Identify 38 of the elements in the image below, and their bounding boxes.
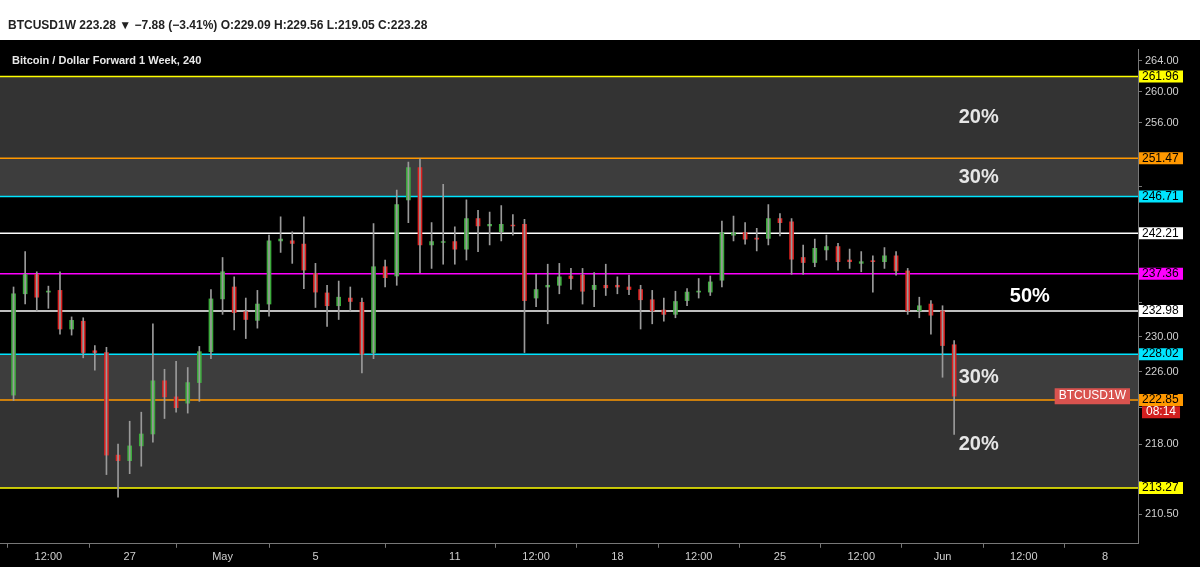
y-tick-label: 226.00 [1145,364,1179,377]
x-tick-label: 12:00 [684,550,713,563]
ref-line-label: 228.02 [1142,346,1180,361]
band-label: 30% [958,364,999,387]
chart-title: Bitcoin / Dollar Forward 1 Week, 240 [12,54,202,66]
x-tick-label: 12:00 [1010,550,1038,563]
chart-subtitle: BTCUSD1W 223.28 ▼ −7.88 (−3.41%) O:229.09 H:229.56 L:219.05 C:223.28 [8,18,428,32]
y-tick-label: 256.00 [1145,115,1179,128]
x-tick-label: 25 [773,550,787,563]
annotation: BTCUSD1W [1058,388,1127,403]
x-tick-label: 12:00 [34,550,63,563]
x-tick-label: 18 [611,550,624,563]
x-tick-label: 12:00 [522,550,550,563]
x-tick-label: 8 [1102,550,1109,563]
ref-line-label: 242.21 [1142,225,1180,240]
y-tick-label: 230.00 [1145,329,1179,342]
x-tick-label: May [212,550,234,563]
band-label: 30% [958,164,999,187]
band-label: 20% [958,431,999,454]
ref-line-label: 232.98 [1142,303,1180,318]
ref-line-label: 237.36 [1142,266,1180,281]
x-tick-label: 12:00 [847,550,876,563]
y-tick-label: 260.00 [1145,84,1179,97]
x-tick-label: Jun [933,550,952,563]
x-tick-label: 5 [312,550,319,563]
x-tick-label: 11 [449,550,461,563]
ref-line-label: 261.96 [1142,68,1180,83]
x-tick-label: 27 [123,550,136,563]
y-tick-label: 210.50 [1145,507,1179,520]
ref-line-label: 213.27 [1142,480,1180,495]
y-tick-label: 218.00 [1145,437,1179,450]
annotation: 50% [1009,284,1051,307]
ref-line-label: 246.71 [1142,188,1180,203]
band-label: 20% [958,104,999,127]
ref-line-label: 222.85 [1142,392,1180,407]
text: 08:14 [1146,404,1177,419]
y-tick-label: 264.00 [1145,53,1179,66]
ref-line-label: 251.47 [1142,150,1180,165]
